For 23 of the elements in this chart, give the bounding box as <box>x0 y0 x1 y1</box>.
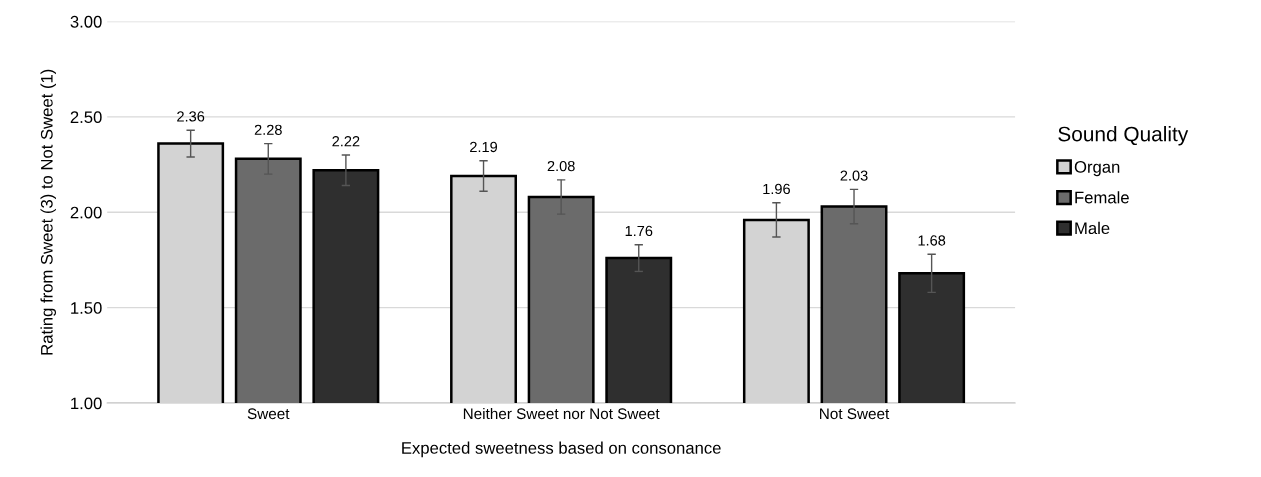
data-label: 2.28 <box>254 124 282 135</box>
data-label: 1.96 <box>763 183 790 195</box>
y-tick-label: 3.00 <box>70 15 102 28</box>
data-label: 2.08 <box>547 160 575 172</box>
x-axis-title: Expected sweetness based on consonance <box>402 441 721 458</box>
data-label: 2.22 <box>332 136 360 147</box>
data-label: 1.76 <box>625 225 653 237</box>
data-label: 2.03 <box>840 170 868 181</box>
legend-label: Male <box>1075 221 1110 235</box>
legend-label: Female <box>1075 191 1129 204</box>
y-axis-title: Rating from Sweet (3) to Not Sweet (1) <box>40 69 56 355</box>
y-tick-label: 1.00 <box>71 397 102 410</box>
legend-label: Organ <box>1074 161 1120 177</box>
y-tick-label: 2.00 <box>70 206 102 219</box>
x-tick-label: Not Sweet <box>820 408 890 420</box>
x-tick-label: Sweet <box>247 408 290 420</box>
data-label: 1.68 <box>918 235 946 246</box>
x-tick-label: Neither Sweet nor Not Sweet <box>463 407 660 420</box>
y-tick-label: 1.50 <box>71 302 102 314</box>
data-label: 2.36 <box>177 111 205 122</box>
data-label: 2.19 <box>470 141 498 153</box>
y-tick-label: 2.50 <box>70 111 102 124</box>
legend-title: Sound Quality <box>1058 126 1189 146</box>
